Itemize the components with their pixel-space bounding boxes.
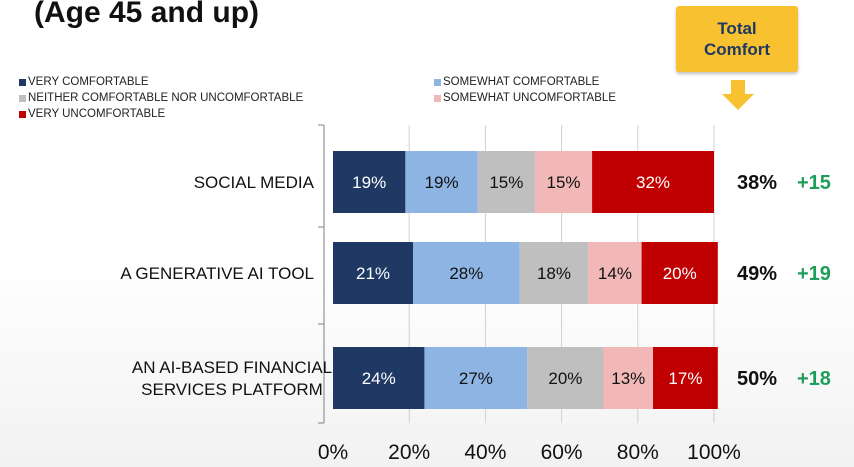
bar-value-label: 20% xyxy=(548,369,582,388)
bar-value-label: 19% xyxy=(425,173,459,192)
legend-item: SOMEWHAT COMFORTABLE xyxy=(434,76,599,88)
bar-segment xyxy=(333,242,414,304)
bar-segment xyxy=(641,242,718,304)
bar-value-label: 15% xyxy=(489,173,523,192)
bar-value-label: 20% xyxy=(663,264,697,283)
x-tick-label: 40% xyxy=(464,441,506,464)
total-comfort-delta: +18 xyxy=(797,368,831,390)
total-comfort-value: 50% xyxy=(737,368,777,390)
bar-segment xyxy=(653,347,718,409)
legend-item: NEITHER COMFORTABLE NOR UNCOMFORTABLE xyxy=(19,92,303,104)
total-comfort-delta: +15 xyxy=(797,172,831,194)
legend-item: VERY COMFORTABLE xyxy=(19,76,149,88)
category-label-line: A GENERATIVE AI TOOL xyxy=(120,264,314,283)
chart-title: (Age 45 and up) xyxy=(34,0,260,29)
bar-segment xyxy=(333,347,425,409)
category-label: SOCIAL MEDIA xyxy=(194,173,315,192)
x-tick-label: 80% xyxy=(617,441,659,464)
legend-swatch xyxy=(434,78,441,86)
category-label: AN AI-BASED FINANCIAL SERVICES PLATFORM xyxy=(132,358,332,399)
legend-swatch xyxy=(19,110,26,118)
category-label-line: SERVICES PLATFORM xyxy=(141,380,323,399)
bar-value-label: 14% xyxy=(598,264,632,283)
bar-value-label: 32% xyxy=(636,173,670,192)
category-label-line: SOCIAL MEDIA xyxy=(194,173,315,192)
total-comfort-delta: +19 xyxy=(797,263,831,285)
bar-value-label: 17% xyxy=(668,369,702,388)
legend-swatch xyxy=(19,78,26,86)
bar-segment xyxy=(588,242,642,304)
legend-swatch xyxy=(434,94,441,102)
legend-item: VERY UNCOMFORTABLE xyxy=(19,108,165,120)
bar-segment xyxy=(527,347,604,409)
total-comfort-value: 49% xyxy=(737,263,777,285)
bar-segment xyxy=(405,151,478,213)
category-label-line: AN AI-BASED FINANCIAL xyxy=(132,358,332,377)
bar-value-label: 24% xyxy=(362,369,396,388)
bar-segment xyxy=(534,151,593,213)
bar-value-label: 21% xyxy=(356,264,390,283)
bar-segment xyxy=(519,242,589,304)
bar-value-label: 13% xyxy=(611,369,645,388)
category-label: A GENERATIVE AI TOOL xyxy=(120,264,314,283)
bar-segment xyxy=(413,242,520,304)
total-comfort-label: Total Comfort xyxy=(703,19,771,59)
total-comfort-value: 38% xyxy=(737,172,777,194)
legend-label: NEITHER COMFORTABLE NOR UNCOMFORTABLE xyxy=(28,92,304,104)
bar-segment xyxy=(333,151,406,213)
legend-label: VERY COMFORTABLE xyxy=(28,76,149,88)
x-tick-label: 0% xyxy=(318,441,348,464)
legend-item: SOMEWHAT UNCOMFORTABLE xyxy=(434,92,616,104)
legend-label: VERY UNCOMFORTABLE xyxy=(28,108,166,120)
bar-value-label: 28% xyxy=(449,264,483,283)
x-tick-label: 20% xyxy=(388,441,430,464)
bar-value-label: 19% xyxy=(352,173,386,192)
legend-label: SOMEWHAT COMFORTABLE xyxy=(443,76,600,88)
bar-value-label: 15% xyxy=(546,173,580,192)
x-tick-label: 60% xyxy=(541,441,583,464)
bar-segment xyxy=(477,151,535,213)
bar-segment xyxy=(424,347,528,409)
x-tick-label: 100% xyxy=(687,441,741,464)
bar-segment xyxy=(603,347,654,409)
bar-value-label: 27% xyxy=(459,369,493,388)
legend-swatch xyxy=(19,94,26,102)
bar-segment xyxy=(592,151,714,213)
total-comfort-callout: Total Comfort xyxy=(676,6,798,72)
bar-value-label: 18% xyxy=(537,264,571,283)
legend-label: SOMEWHAT UNCOMFORTABLE xyxy=(443,92,616,104)
